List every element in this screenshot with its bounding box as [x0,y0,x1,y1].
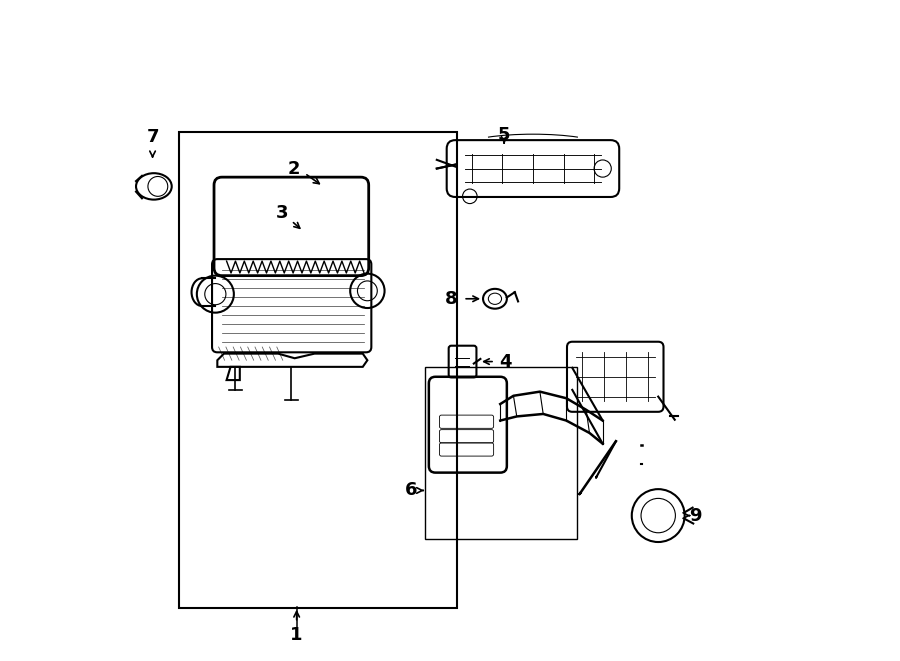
Text: 4: 4 [499,352,511,371]
Text: 2: 2 [288,159,301,178]
Text: 7: 7 [147,128,158,147]
Text: 5: 5 [498,126,510,144]
Text: 6: 6 [404,481,417,500]
Bar [179,132,456,608]
Bar [425,367,577,539]
Text: 1: 1 [291,625,303,644]
Text: 8: 8 [446,290,458,308]
Text: 3: 3 [276,204,288,222]
Text: 9: 9 [689,506,702,525]
